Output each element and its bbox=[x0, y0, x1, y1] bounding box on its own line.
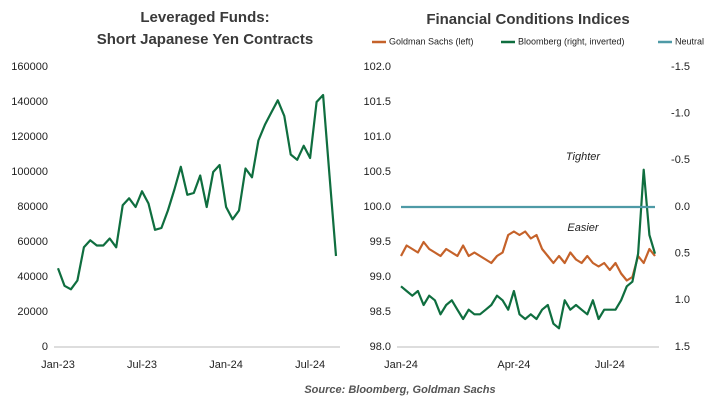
y-tick-label: 80000 bbox=[17, 201, 48, 213]
y-tick-label: 101.0 bbox=[363, 131, 391, 143]
y2-tick-label: 0.5 bbox=[675, 248, 690, 260]
x-tick-label: Apr-24 bbox=[497, 359, 530, 371]
series-line bbox=[400, 168, 657, 330]
legend-label: Neutral bbox=[675, 36, 704, 46]
x-tick-label: Jan-23 bbox=[41, 359, 75, 371]
y2-tick-label: -1.5 bbox=[671, 61, 690, 73]
y2-tick-label: 0.0 bbox=[675, 201, 690, 213]
y-tick-label: 40000 bbox=[17, 271, 48, 283]
y-tick-label: 60000 bbox=[17, 236, 48, 248]
y-tick-label: 102.0 bbox=[363, 61, 391, 73]
legend-label: Bloomberg (right, inverted) bbox=[518, 36, 625, 46]
y2-tick-label: -0.5 bbox=[671, 154, 690, 166]
annotation: Tighter bbox=[566, 151, 601, 163]
x-tick-label: Jan-24 bbox=[209, 359, 243, 371]
y-tick-label: 100.5 bbox=[363, 166, 391, 178]
y-tick-label: 98.5 bbox=[370, 306, 391, 318]
x-tick-label: Jan-24 bbox=[384, 359, 418, 371]
series-line bbox=[56, 93, 338, 291]
y-tick-label: 99.5 bbox=[370, 236, 391, 248]
legend-label: Goldman Sachs (left) bbox=[389, 36, 474, 46]
x-tick-label: Jul-24 bbox=[595, 359, 625, 371]
y2-tick-label: 1.5 bbox=[675, 341, 690, 353]
y2-tick-label: -1.0 bbox=[671, 108, 690, 120]
y-tick-label: 0 bbox=[42, 341, 48, 353]
y-tick-label: 120000 bbox=[11, 131, 48, 143]
chart-title: Leveraged Funds: bbox=[140, 9, 269, 26]
chart-title: Short Japanese Yen Contracts bbox=[97, 31, 313, 48]
y-tick-label: 98.0 bbox=[370, 341, 391, 353]
y-tick-label: 20000 bbox=[17, 306, 48, 318]
x-tick-label: Jul-24 bbox=[295, 359, 325, 371]
y-tick-label: 160000 bbox=[11, 61, 48, 73]
y-tick-label: 101.5 bbox=[363, 96, 391, 108]
source: Source: Bloomberg, Goldman Sachs bbox=[304, 384, 495, 396]
chart-title: Financial Conditions Indices bbox=[426, 11, 629, 28]
y-tick-label: 100.0 bbox=[363, 201, 391, 213]
x-tick-label: Jul-23 bbox=[127, 359, 157, 371]
y-tick-label: 99.0 bbox=[370, 271, 391, 283]
y-tick-label: 140000 bbox=[11, 96, 48, 108]
y-tick-label: 100000 bbox=[11, 166, 48, 178]
annotation: Easier bbox=[567, 222, 600, 234]
series-line bbox=[400, 230, 656, 282]
y2-tick-label: 1.0 bbox=[675, 294, 690, 306]
